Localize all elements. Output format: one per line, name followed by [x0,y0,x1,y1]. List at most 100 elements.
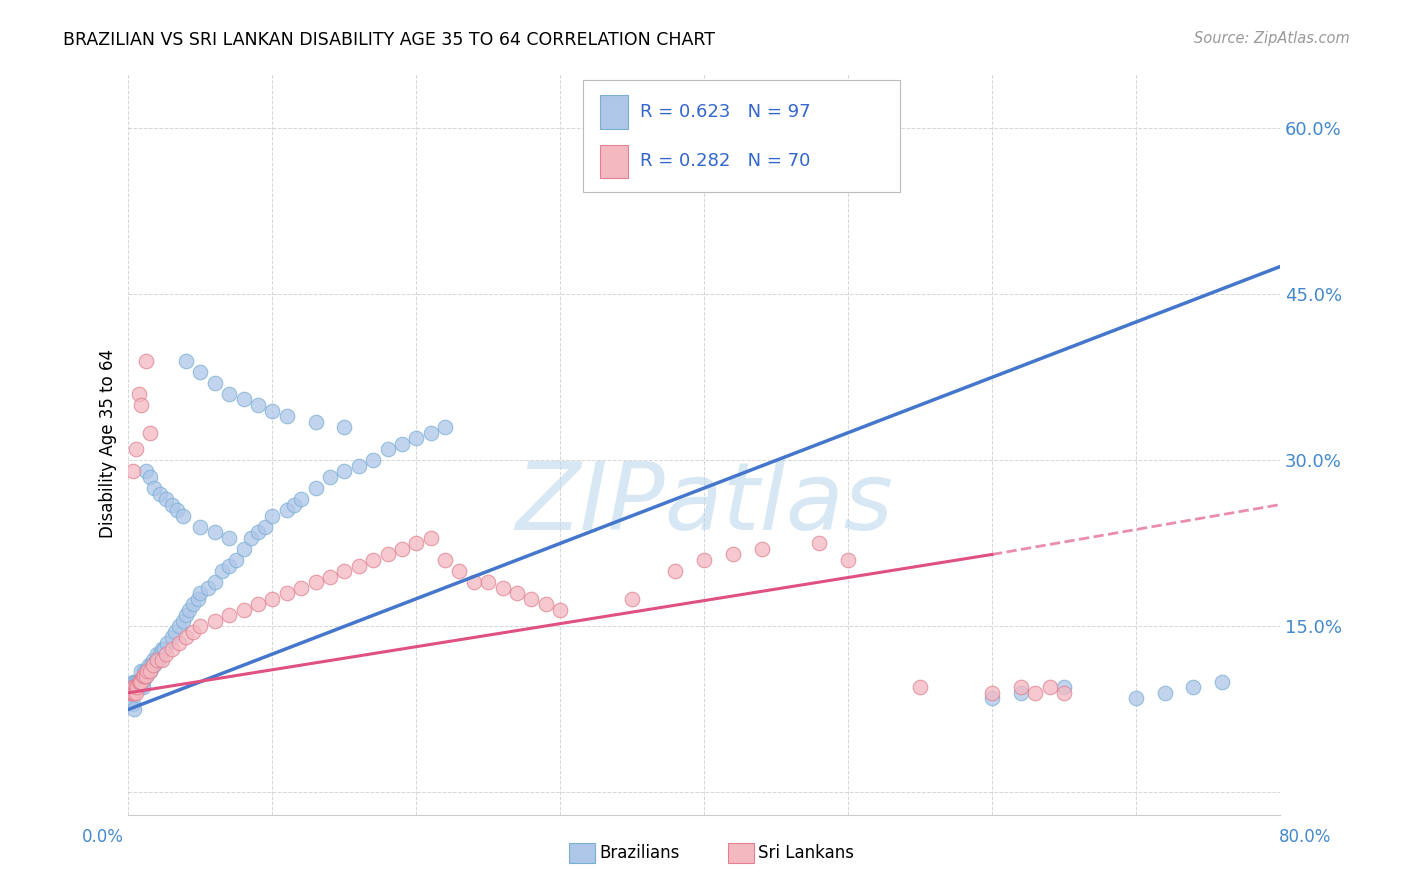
Point [122,680,145,694]
Text: 0.0%: 0.0% [82,828,124,846]
Point [149,647,172,661]
Point [145,652,167,666]
Point [174,608,197,623]
Point [262,591,284,606]
Point [138,658,160,673]
Point [156,636,179,650]
Point [135,664,157,678]
Point [128,674,150,689]
Point [333,564,356,578]
Point [155,647,177,661]
Point [150,641,173,656]
Point [135,669,157,683]
Point [143,658,166,673]
Point [434,420,457,434]
Point [204,525,226,540]
Point [391,436,413,450]
Point [127,680,149,694]
Point [283,498,305,512]
Point [232,392,254,407]
Point [276,586,298,600]
Point [174,353,197,368]
Point [120,686,142,700]
Point [1153,686,1175,700]
Point [405,431,427,445]
Point [139,664,162,678]
Point [1010,680,1032,694]
Point [143,481,166,495]
Point [218,531,240,545]
Point [520,591,543,606]
Point [128,387,150,401]
Point [981,686,1004,700]
Point [1010,686,1032,700]
Point [118,686,141,700]
Point [463,575,485,590]
Point [153,641,176,656]
Text: R = 0.623   N = 97: R = 0.623 N = 97 [640,103,810,121]
Point [1024,686,1046,700]
Point [211,564,233,578]
Point [172,614,194,628]
Point [146,652,169,666]
Point [276,503,298,517]
Point [127,680,149,694]
Point [150,652,173,666]
Point [1053,686,1076,700]
Point [492,581,515,595]
Point [160,641,183,656]
Point [121,465,143,479]
Point [304,575,326,590]
Point [333,465,356,479]
Text: BRAZILIAN VS SRI LANKAN DISABILITY AGE 35 TO 64 CORRELATION CHART: BRAZILIAN VS SRI LANKAN DISABILITY AGE 3… [63,31,716,49]
Point [139,470,162,484]
Point [751,541,773,556]
Point [347,558,370,573]
Point [190,365,212,379]
Point [693,553,716,567]
Text: ZIPatlas: ZIPatlas [515,458,893,549]
Point [134,669,156,683]
Y-axis label: Disability Age 35 to 64: Disability Age 35 to 64 [100,350,117,538]
Point [218,558,240,573]
Point [128,674,150,689]
Point [139,664,162,678]
Point [135,465,157,479]
Point [304,415,326,429]
Point [174,631,197,645]
Point [254,520,277,534]
Point [136,664,159,678]
Point [131,674,153,689]
Point [246,597,269,611]
Point [246,398,269,412]
Point [124,680,146,694]
Point [319,470,342,484]
Point [118,686,141,700]
Point [1182,680,1205,694]
Point [239,531,262,545]
Point [128,680,150,694]
Point [391,541,413,556]
Point [121,686,143,700]
Point [1125,691,1147,706]
Point [377,442,399,457]
Point [197,581,219,595]
Point [149,486,172,500]
Point [121,697,143,711]
Point [131,664,153,678]
Point [347,458,370,473]
Point [548,603,571,617]
Point [232,603,254,617]
Point [134,664,156,678]
Point [181,597,204,611]
Point [166,503,188,517]
Point [1053,680,1076,694]
Point [262,508,284,523]
Point [122,686,145,700]
Point [124,442,146,457]
Point [120,691,142,706]
Point [664,564,686,578]
Point [190,619,212,633]
Point [122,686,145,700]
Point [129,674,152,689]
